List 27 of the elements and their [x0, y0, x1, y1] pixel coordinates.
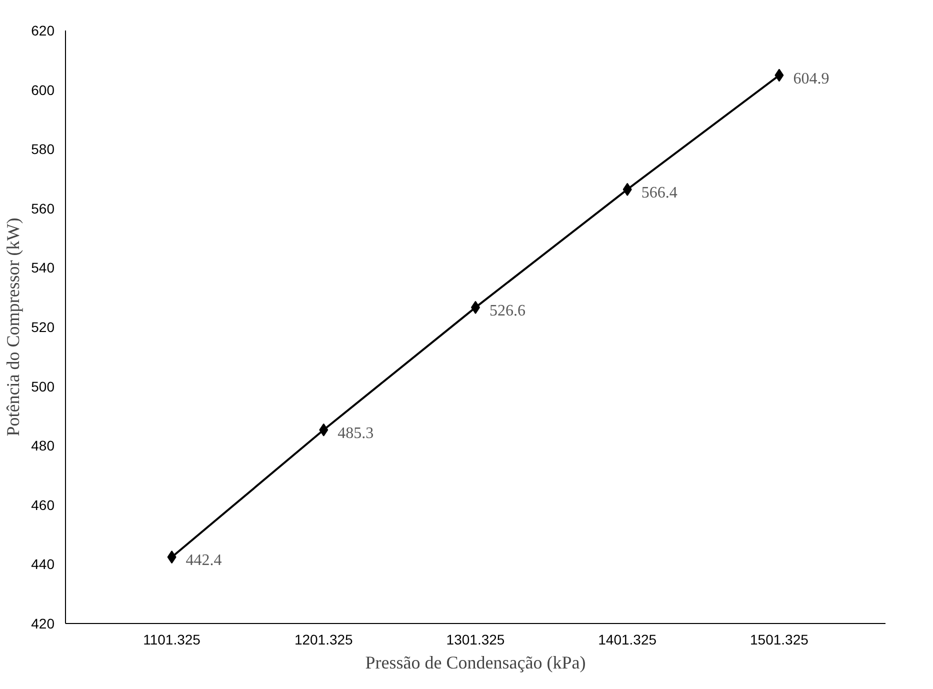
- data-label: 485.3: [338, 424, 374, 442]
- point: [622, 182, 632, 196]
- x-tick-label: 1301.325: [446, 632, 505, 648]
- x-tick-label: 1401.325: [598, 632, 657, 648]
- y-tick-label: 440: [31, 556, 55, 572]
- y-tick-label: 560: [31, 200, 55, 216]
- y-axis-title: Potência do Compressor (kW): [3, 218, 24, 436]
- y-tick-label: 480: [31, 438, 55, 454]
- y-tick-label: 620: [31, 22, 55, 38]
- y-tick-label: 460: [31, 496, 55, 513]
- data-label: 566.4: [641, 184, 678, 202]
- data-label: 442.4: [186, 552, 222, 570]
- point: [774, 68, 784, 82]
- data-label: 604.9: [793, 70, 830, 88]
- point: [319, 423, 328, 436]
- y-tick-label: 580: [31, 141, 55, 158]
- point: [167, 550, 176, 564]
- y-tick-label: 420: [31, 616, 55, 632]
- x-tick-label: 1501.325: [750, 632, 809, 648]
- y-tick-label: 600: [31, 82, 55, 98]
- x-tick-label: 1101.325: [143, 632, 201, 648]
- y-tick-label: 520: [31, 319, 55, 335]
- x-tick-label: 1201.325: [294, 632, 354, 648]
- x-axis-title: Pressão de Condensação (kPa): [365, 652, 586, 672]
- y-tick-label: 500: [31, 378, 55, 394]
- data-label: 526.6: [490, 302, 526, 320]
- y-tick-label: 540: [31, 260, 55, 276]
